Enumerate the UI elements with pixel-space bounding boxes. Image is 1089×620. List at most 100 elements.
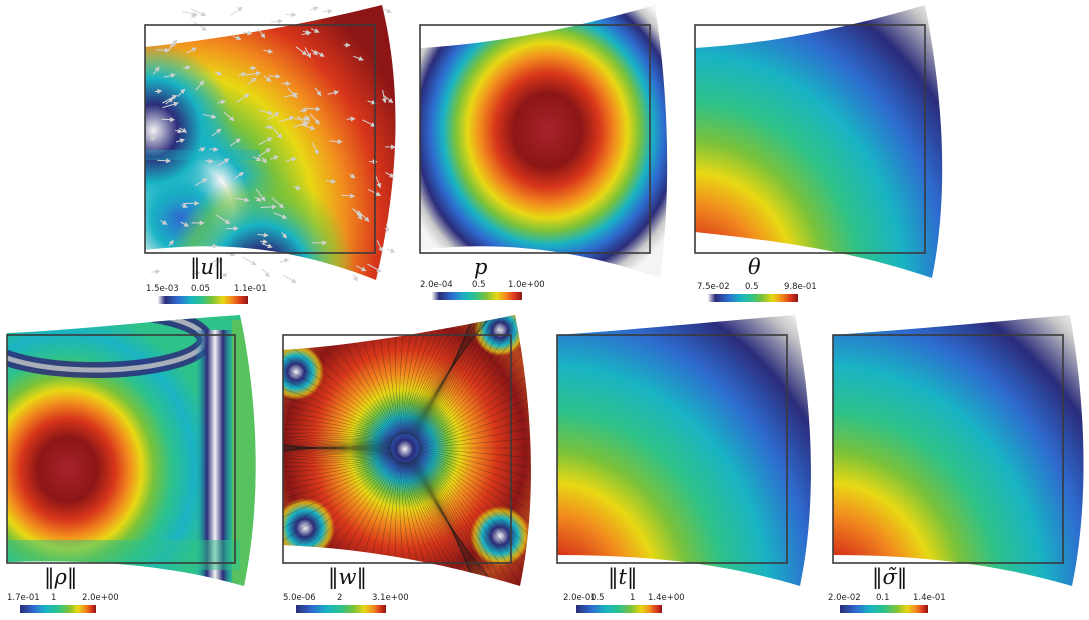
velocity-arrow xyxy=(257,232,269,238)
velocity-arrow xyxy=(341,193,356,199)
streamline xyxy=(415,457,490,586)
velocity-arrow xyxy=(155,47,170,53)
velocity-arrow xyxy=(149,136,157,142)
streamline xyxy=(401,315,431,435)
streamline xyxy=(283,436,393,457)
streamline xyxy=(418,451,531,570)
streamline xyxy=(283,437,393,456)
streamline xyxy=(408,461,521,586)
streamline xyxy=(407,315,521,435)
streamline xyxy=(418,449,531,516)
streamline xyxy=(405,315,507,435)
streamline xyxy=(283,318,397,438)
velocity-arrow xyxy=(310,6,319,12)
streamline xyxy=(283,455,394,480)
cbar-tick: 2.0e-02 xyxy=(828,593,861,603)
cbar-tick: 0.5 xyxy=(745,282,759,292)
velocity-arrow xyxy=(181,203,188,208)
velocity-arrow xyxy=(176,138,186,144)
streamline xyxy=(402,315,468,435)
velocity-arrow xyxy=(273,212,288,219)
velocity-arrow xyxy=(247,77,257,85)
streamline xyxy=(418,451,531,558)
velocity-arrows xyxy=(149,6,396,283)
velocity-arrow xyxy=(160,220,168,225)
streamline xyxy=(283,395,395,440)
velocity-arrow xyxy=(311,49,318,56)
velocity-arrow xyxy=(194,178,208,186)
cbar-tick: 2.0e+00 xyxy=(82,593,119,603)
streamline xyxy=(418,365,531,446)
streamline xyxy=(417,454,516,586)
streamline xyxy=(403,315,478,435)
velocity-arrow xyxy=(279,115,295,123)
streamline xyxy=(418,326,531,445)
velocity-arrow xyxy=(327,90,340,96)
streamline xyxy=(283,416,394,441)
streamline xyxy=(283,429,394,441)
label-sigma: ‖σ̃‖ xyxy=(872,565,907,590)
velocity-arrow xyxy=(168,239,174,247)
cbar-tick: 9.8e-01 xyxy=(784,282,817,292)
velocity-arrow xyxy=(235,93,250,103)
streamline xyxy=(320,315,399,436)
velocity-arrow xyxy=(217,99,226,105)
streamline xyxy=(414,315,490,439)
temperature-field xyxy=(695,5,943,278)
velocity-arrow xyxy=(254,196,262,202)
velocity-arrow xyxy=(258,148,272,157)
velocity-arrow xyxy=(383,95,394,104)
velocity-arrow xyxy=(234,172,245,179)
velocity-arrow xyxy=(242,256,257,266)
streamline xyxy=(283,458,397,565)
streamline xyxy=(283,452,393,464)
streamline xyxy=(283,458,396,552)
streamline xyxy=(415,315,493,440)
velocity-arrow xyxy=(230,6,243,16)
velocity-arrow xyxy=(387,248,396,253)
velocity-field xyxy=(145,5,396,280)
velocity-arrow xyxy=(257,28,266,39)
label-temperature: θ xyxy=(748,255,761,279)
streamline xyxy=(283,331,397,438)
velocity-arrow xyxy=(283,274,297,283)
panel-t xyxy=(556,315,811,586)
streamline xyxy=(404,461,502,586)
cbar-tick: 0.5 xyxy=(472,280,486,290)
streamline xyxy=(418,413,531,448)
velocity-arrow xyxy=(205,158,214,164)
velocity-arrow xyxy=(162,95,178,104)
streamline xyxy=(414,315,491,438)
bounding-box xyxy=(694,24,926,254)
velocity-arrow xyxy=(217,158,230,167)
velocity-arrow xyxy=(260,239,269,245)
velocity-arrow xyxy=(362,119,376,127)
streamline xyxy=(418,452,531,580)
streamline xyxy=(290,315,398,437)
streamline xyxy=(417,453,531,586)
streamline xyxy=(418,396,531,447)
streamline xyxy=(290,459,398,586)
velocity-arrow xyxy=(162,101,179,109)
cbar-tick: 0.1 xyxy=(876,593,890,603)
velocity-arrow xyxy=(376,240,383,253)
cbar-tick: 1.7e-01 xyxy=(7,593,40,603)
t-field xyxy=(557,315,811,586)
velocity-arrow xyxy=(349,173,356,179)
velocity-arrow xyxy=(353,55,364,61)
velocity-arrow xyxy=(299,108,308,114)
streamline xyxy=(416,315,500,441)
streamline xyxy=(352,315,400,436)
velocity-arrow xyxy=(310,28,320,33)
velocity-arrow xyxy=(301,31,312,36)
velocity-arrow xyxy=(279,258,290,264)
velocity-arrow xyxy=(367,263,382,272)
streamline xyxy=(416,315,504,441)
streamline xyxy=(408,461,521,586)
streamline xyxy=(401,315,445,435)
panel-pressure xyxy=(419,5,668,278)
velocity-arrow xyxy=(354,209,363,221)
velocity-arrow xyxy=(268,73,281,79)
streamline xyxy=(409,461,520,586)
velocity-arrow xyxy=(192,21,207,31)
